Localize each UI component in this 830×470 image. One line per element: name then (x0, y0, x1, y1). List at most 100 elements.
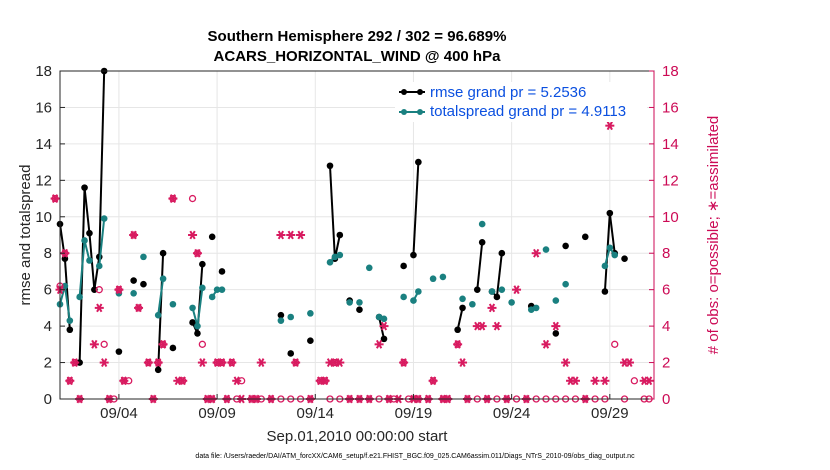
rmse-point (130, 277, 137, 284)
y-tick-label-left: 8 (44, 245, 52, 262)
rmse-point (140, 280, 147, 288)
obs-assimilated-marker (399, 358, 409, 367)
obs-assimilated-stroke (552, 321, 559, 331)
obs-assimilated-stroke (174, 376, 181, 386)
obs-assimilated-stroke (513, 285, 520, 295)
obs-assimilated-marker (600, 376, 610, 386)
totalspread-point (218, 286, 226, 293)
rmse-point (189, 319, 196, 326)
obs-assimilated-stroke (459, 358, 466, 367)
data-file-footer: data file: /Users/raeder/DAI/ATM_forcXX/… (195, 453, 635, 460)
y-tick-label-right: 14 (662, 136, 679, 153)
rmse-segment (476, 242, 484, 290)
obs-assimilated-stroke (641, 376, 648, 386)
obs-assimilated-marker (70, 358, 80, 367)
rmse-point (91, 286, 98, 293)
rmse-segment (93, 256, 101, 290)
rmse-point (169, 344, 177, 352)
totalspread-point (287, 313, 295, 321)
totalspread-point (532, 304, 540, 312)
obs-assimilated-marker (178, 376, 188, 386)
rmse-point (199, 260, 206, 268)
rmse-point (493, 293, 501, 301)
obs-assimilated-stroke (145, 358, 152, 367)
obs-assimilated-stroke (297, 230, 304, 240)
obs-assimilated-marker (276, 230, 286, 240)
obs-assimilated-stroke (317, 376, 324, 386)
obs-assimilated-marker (477, 321, 487, 331)
totalspread-point (606, 244, 614, 252)
rmse-point (326, 162, 334, 170)
rmse-point (218, 268, 226, 275)
rmse-point (581, 233, 589, 241)
obs-possible-marker (188, 194, 197, 203)
y-tick-label-right: 8 (662, 245, 670, 262)
obs-assimilated-stroke (601, 376, 609, 386)
rmse-segment (412, 162, 420, 256)
obs-assimilated-stroke (479, 321, 486, 331)
rmse-point (400, 262, 407, 270)
obs-assimilated-marker (50, 194, 60, 203)
totalspread-point (365, 264, 373, 272)
rmse-segment (98, 70, 106, 257)
obs-assimilated-marker (114, 285, 124, 295)
x-tick-label: 09/19 (395, 405, 433, 422)
obs-assimilated-stroke (91, 339, 98, 349)
legend-label-rmse: rmse grand pr = 5.2536 (430, 84, 586, 101)
obs-assimilated-stroke (567, 376, 574, 386)
obs-assimilated-marker (94, 303, 104, 313)
obs-assimilated-stroke (228, 358, 235, 367)
obs-assimilated-stroke (120, 376, 127, 386)
y-tick-label-left: 6 (44, 282, 52, 299)
obs-possible-marker (95, 286, 103, 294)
obs-assimilated-marker (551, 321, 561, 331)
rmse-point (277, 311, 285, 319)
totalspread-point (199, 284, 206, 292)
obs-assimilated-marker (99, 358, 109, 367)
obs-assimilated-stroke (493, 321, 501, 331)
totalspread-point (61, 282, 69, 290)
y-tick-label-left: 0 (44, 391, 52, 408)
obs-assimilated-stroke (292, 358, 299, 367)
totalspread-point (356, 299, 363, 306)
totalspread-point (346, 299, 353, 306)
obs-assimilated-stroke (326, 358, 334, 367)
rmse-point (498, 249, 506, 257)
obs-assimilated-marker (291, 358, 301, 367)
totalspread-point (169, 300, 177, 308)
obs-assimilated-stroke (321, 376, 329, 386)
totalspread-point (189, 304, 196, 312)
rmse-point (66, 326, 74, 334)
rmse-point (410, 251, 417, 259)
totalspread-segment (157, 278, 165, 316)
obs-assimilated-stroke (454, 339, 461, 349)
totalspread-point (552, 297, 560, 304)
y-tick-label-right: 0 (662, 391, 670, 408)
obs-assimilated-marker (143, 358, 153, 367)
y-tick-label-left: 14 (35, 136, 52, 153)
y-tick-label-right: 2 (662, 355, 670, 372)
obs-assimilated-marker (296, 230, 306, 240)
totalspread-point (307, 310, 314, 317)
rmse-point (562, 242, 569, 250)
obs-assimilated-marker (192, 248, 202, 258)
rmse-point (287, 350, 295, 357)
rmse-segment (456, 307, 464, 330)
legend-marker-totalspread-a (401, 109, 407, 115)
obs-possible-marker (611, 340, 619, 348)
y-tick-label-right: 12 (662, 172, 679, 189)
totalspread-point (439, 273, 447, 281)
obs-assimilated-marker (531, 248, 541, 258)
obs-assimilated-stroke (96, 303, 103, 313)
totalspread-point (277, 317, 285, 324)
totalspread-point (213, 286, 221, 293)
totalspread-segment (98, 218, 106, 267)
y-tick-label-right: 4 (662, 318, 670, 335)
x-tick-label: 09/24 (493, 405, 531, 422)
series-layer (56, 67, 628, 374)
chart-subtitle: ACARS_HORIZONTAL_WIND @ 400 hPa (214, 48, 502, 65)
rmse-segment (378, 316, 385, 340)
obs-assimilated-stroke (474, 321, 481, 331)
y-axis-label-right: # of obs: o=possible; ∗=assimilated (705, 116, 722, 355)
totalspread-segment (83, 240, 91, 261)
